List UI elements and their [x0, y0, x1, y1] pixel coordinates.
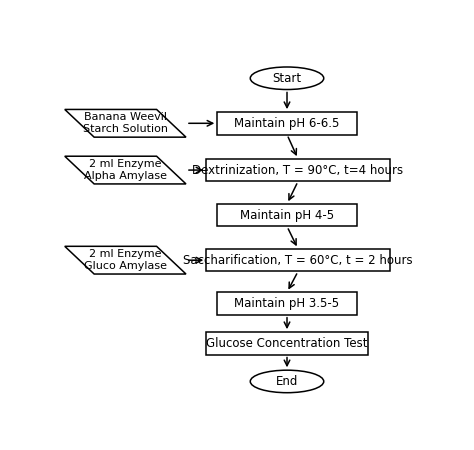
Ellipse shape	[250, 67, 324, 90]
Bar	[217, 204, 357, 226]
Polygon shape	[65, 156, 186, 184]
Text: Maintain pH 6-6.5: Maintain pH 6-6.5	[234, 117, 340, 130]
Bar	[206, 332, 368, 355]
Text: Start: Start	[273, 72, 301, 85]
Polygon shape	[65, 246, 186, 274]
Bar	[206, 249, 390, 271]
Text: Maintain pH 4-5: Maintain pH 4-5	[240, 209, 334, 221]
Text: 2 ml Enzyme
Alpha Amylase: 2 ml Enzyme Alpha Amylase	[84, 159, 167, 181]
Text: Saccharification, T = 60°C, t = 2 hours: Saccharification, T = 60°C, t = 2 hours	[183, 254, 413, 267]
Bar	[206, 159, 390, 181]
Text: Glucose Concentration Test: Glucose Concentration Test	[206, 337, 368, 350]
Text: End: End	[276, 375, 298, 388]
Text: 2 ml Enzyme
Gluco Amylase: 2 ml Enzyme Gluco Amylase	[84, 249, 167, 271]
Bar	[217, 292, 357, 315]
Polygon shape	[65, 109, 186, 137]
Ellipse shape	[250, 370, 324, 393]
Text: Banana Weevil
Starch Solution: Banana Weevil Starch Solution	[83, 112, 168, 134]
Text: Maintain pH 3.5-5: Maintain pH 3.5-5	[235, 297, 339, 310]
Bar	[217, 112, 357, 135]
Text: Dextrinization, T = 90°C, t=4 hours: Dextrinization, T = 90°C, t=4 hours	[192, 164, 403, 176]
